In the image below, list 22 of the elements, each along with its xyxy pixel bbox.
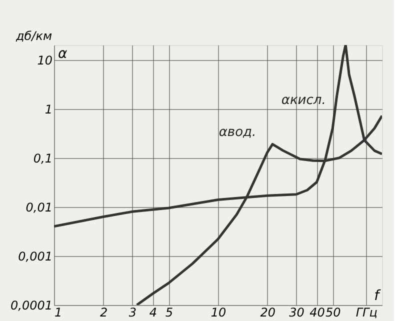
x-tick-label: 1: [54, 306, 62, 320]
y-axis-title: дб/км: [14, 29, 52, 43]
x-tick-label: 4: [149, 306, 158, 320]
y-tick-label: 1: [44, 102, 52, 116]
x-tick-label: ГГц: [356, 306, 378, 320]
x-tick-label: 50: [325, 306, 342, 320]
y-tick-label: 0,01: [26, 200, 52, 214]
y-tick-label: 0,0001: [10, 298, 52, 312]
x-tick-label: 2: [100, 306, 108, 320]
x-tick-label: 5: [165, 306, 173, 320]
x-tick-label: 3: [128, 306, 137, 320]
y-tick-label: 0,1: [33, 151, 52, 166]
annotation: α: [58, 46, 68, 62]
series-label: αкисл.: [281, 93, 326, 108]
x-tick-label: 20: [260, 306, 276, 320]
annotation: f: [374, 288, 382, 304]
x-tick-label: 40: [310, 306, 326, 320]
x-tick-label: 30: [289, 306, 305, 320]
y-tick-label: 10: [37, 53, 53, 68]
y-tick-label: 0,001: [18, 249, 52, 264]
x-tick-label: 10: [210, 306, 226, 320]
series-label: αвод.: [218, 125, 256, 140]
